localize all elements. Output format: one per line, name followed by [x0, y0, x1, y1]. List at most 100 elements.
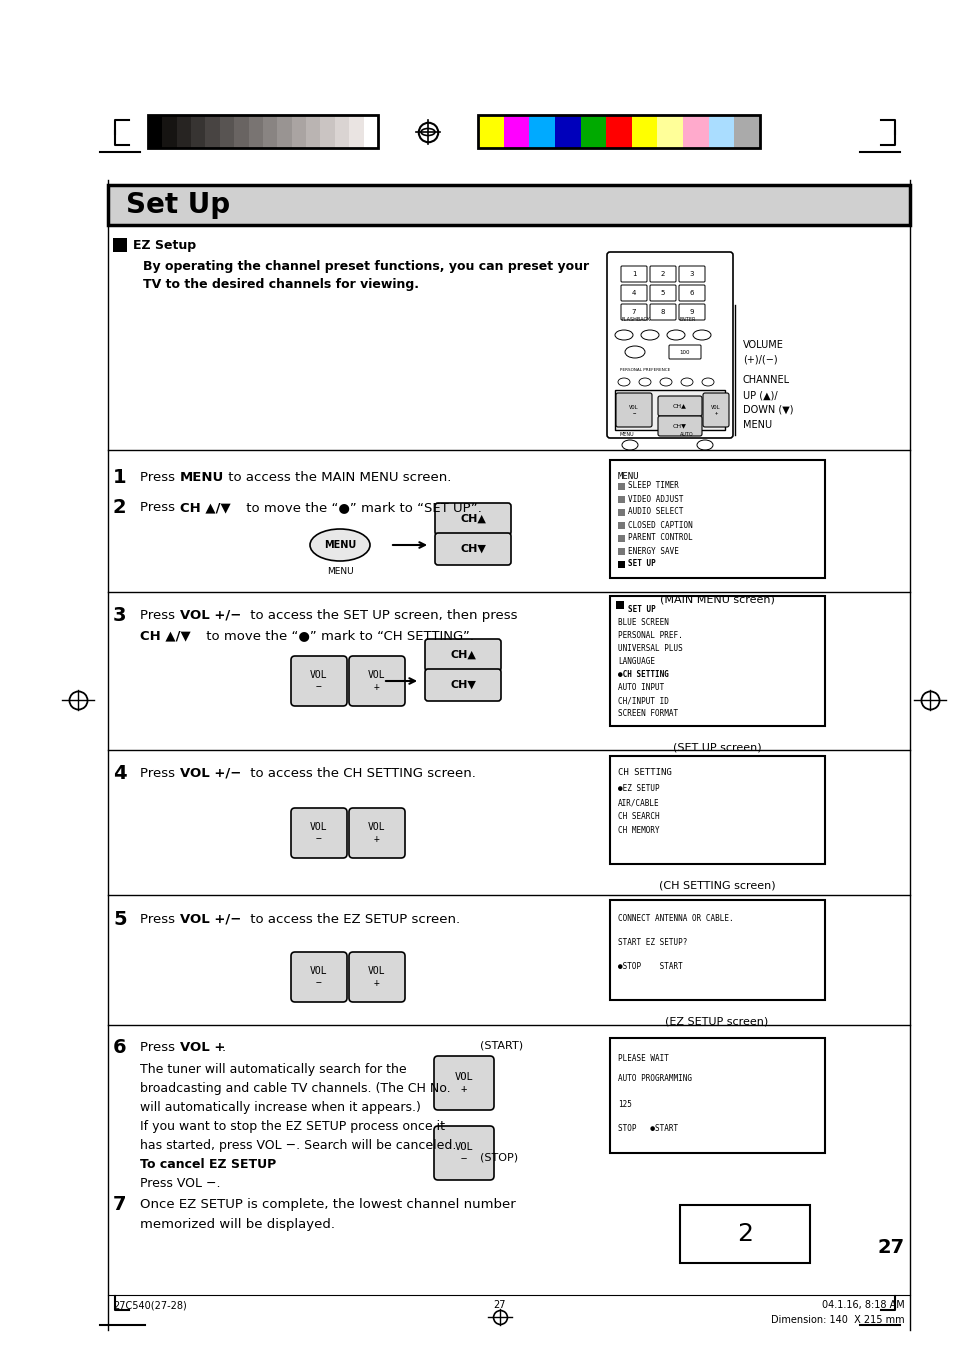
Text: memorized will be displayed.: memorized will be displayed.: [140, 1219, 335, 1231]
FancyBboxPatch shape: [649, 285, 676, 301]
Text: ENERGY SAVE: ENERGY SAVE: [627, 547, 679, 555]
Text: 2: 2: [737, 1223, 752, 1246]
FancyBboxPatch shape: [702, 393, 728, 427]
Text: 2: 2: [112, 499, 127, 517]
Text: will automatically increase when it appears.): will automatically increase when it appe…: [140, 1101, 420, 1115]
Text: CHANNEL: CHANNEL: [742, 376, 789, 385]
Bar: [162, 115, 176, 149]
Text: 04.1.16, 8:18 AM: 04.1.16, 8:18 AM: [821, 1300, 904, 1310]
Bar: [249, 115, 263, 149]
Text: VOL
−: VOL −: [310, 966, 328, 988]
Text: CH▲: CH▲: [459, 513, 485, 524]
Text: 4: 4: [112, 765, 127, 784]
Text: to access the CH SETTING screen.: to access the CH SETTING screen.: [246, 767, 476, 780]
FancyBboxPatch shape: [620, 304, 646, 320]
FancyBboxPatch shape: [435, 534, 511, 565]
Text: BLUE SCREEN: BLUE SCREEN: [618, 617, 668, 627]
Text: Set Up: Set Up: [126, 190, 230, 219]
Text: VOL +/−: VOL +/−: [180, 609, 241, 621]
FancyBboxPatch shape: [434, 1056, 494, 1111]
Text: Once EZ SETUP is complete, the lowest channel number: Once EZ SETUP is complete, the lowest ch…: [140, 1198, 516, 1210]
Text: VOL
+: VOL +: [455, 1073, 473, 1094]
Bar: [609, 459, 824, 578]
Text: CLOSED CAPTION: CLOSED CAPTION: [627, 520, 692, 530]
Text: 27: 27: [494, 1300, 506, 1310]
Text: Press: Press: [140, 1042, 179, 1054]
Text: .: .: [222, 1042, 226, 1054]
Text: EZ Setup: EZ Setup: [132, 239, 196, 251]
Text: ●EZ SETUP: ●EZ SETUP: [618, 784, 659, 793]
Text: CH MEMORY: CH MEMORY: [618, 825, 659, 835]
Text: CONNECT ANTENNA OR CABLE.: CONNECT ANTENNA OR CABLE.: [618, 915, 733, 923]
Text: 3: 3: [689, 272, 694, 277]
Text: START EZ SETUP?: START EZ SETUP?: [618, 938, 687, 947]
Text: PERSONAL PREFERENCE: PERSONAL PREFERENCE: [619, 367, 670, 372]
Text: VOL
−: VOL −: [310, 670, 328, 692]
Text: (SET UP screen): (SET UP screen): [672, 742, 760, 753]
Text: CH SEARCH: CH SEARCH: [618, 812, 659, 821]
Text: PARENT CONTROL: PARENT CONTROL: [627, 534, 692, 543]
Ellipse shape: [624, 346, 644, 358]
Bar: [618, 484, 624, 490]
Text: 100: 100: [679, 350, 690, 354]
Bar: [708, 115, 734, 149]
Text: By operating the channel preset functions, you can preset your: By operating the channel preset function…: [143, 259, 589, 273]
Text: CH ▲/▼: CH ▲/▼: [180, 501, 231, 513]
Text: Dimension: 140  X 215 mm: Dimension: 140 X 215 mm: [771, 1315, 904, 1325]
Ellipse shape: [621, 440, 638, 450]
Text: PLEASE WAIT: PLEASE WAIT: [618, 1054, 668, 1063]
Bar: [734, 115, 760, 149]
Ellipse shape: [697, 440, 712, 450]
FancyBboxPatch shape: [349, 657, 405, 707]
FancyBboxPatch shape: [291, 808, 347, 858]
Text: MENU: MENU: [180, 471, 224, 484]
Text: CH▼: CH▼: [450, 680, 476, 690]
Text: Press: Press: [140, 471, 179, 484]
Bar: [605, 115, 631, 149]
Bar: [580, 115, 605, 149]
FancyBboxPatch shape: [435, 503, 511, 535]
Text: If you want to stop the EZ SETUP process once it: If you want to stop the EZ SETUP process…: [140, 1120, 444, 1133]
Text: 6: 6: [689, 290, 694, 296]
Text: MENU: MENU: [326, 567, 353, 576]
Text: CH▼: CH▼: [459, 544, 485, 554]
Text: (+)/(−): (+)/(−): [742, 355, 777, 365]
Ellipse shape: [701, 378, 713, 386]
Text: 5: 5: [660, 290, 664, 296]
Text: AUDIO SELECT: AUDIO SELECT: [627, 508, 682, 516]
Text: UP (▲)/: UP (▲)/: [742, 390, 777, 400]
Text: to access the SET UP screen, then press: to access the SET UP screen, then press: [246, 609, 517, 621]
FancyBboxPatch shape: [606, 253, 732, 438]
Bar: [609, 900, 824, 1000]
Text: 6: 6: [112, 1038, 127, 1056]
Text: SET UP: SET UP: [627, 559, 655, 569]
Text: 27C540(27-28): 27C540(27-28): [112, 1300, 187, 1310]
Text: VOL
+: VOL +: [368, 670, 385, 692]
Ellipse shape: [615, 330, 633, 340]
Bar: [148, 115, 377, 149]
Text: ENTER: ENTER: [679, 317, 696, 322]
FancyBboxPatch shape: [658, 396, 701, 416]
Bar: [609, 757, 824, 865]
Bar: [555, 115, 580, 149]
Text: To cancel EZ SETUP: To cancel EZ SETUP: [140, 1158, 276, 1171]
Ellipse shape: [659, 378, 671, 386]
Bar: [477, 115, 760, 149]
Bar: [618, 561, 624, 567]
Text: ●CH SETTING: ●CH SETTING: [618, 670, 668, 680]
Bar: [631, 115, 657, 149]
Text: AUTO INPUT: AUTO INPUT: [618, 684, 663, 692]
Text: (START): (START): [479, 1042, 522, 1051]
Text: broadcasting and cable TV channels. (The CH No.: broadcasting and cable TV channels. (The…: [140, 1082, 450, 1096]
Bar: [191, 115, 205, 149]
Text: (MAIN MENU screen): (MAIN MENU screen): [659, 594, 774, 604]
Text: (EZ SETUP screen): (EZ SETUP screen): [664, 1016, 768, 1025]
Bar: [618, 521, 624, 530]
Ellipse shape: [666, 330, 684, 340]
Bar: [609, 1038, 824, 1152]
Ellipse shape: [618, 378, 629, 386]
Bar: [618, 535, 624, 542]
Text: AUTO PROGRAMMING: AUTO PROGRAMMING: [618, 1074, 691, 1084]
Text: ●STOP    START: ●STOP START: [618, 962, 682, 971]
Text: VOL
+: VOL +: [368, 966, 385, 988]
